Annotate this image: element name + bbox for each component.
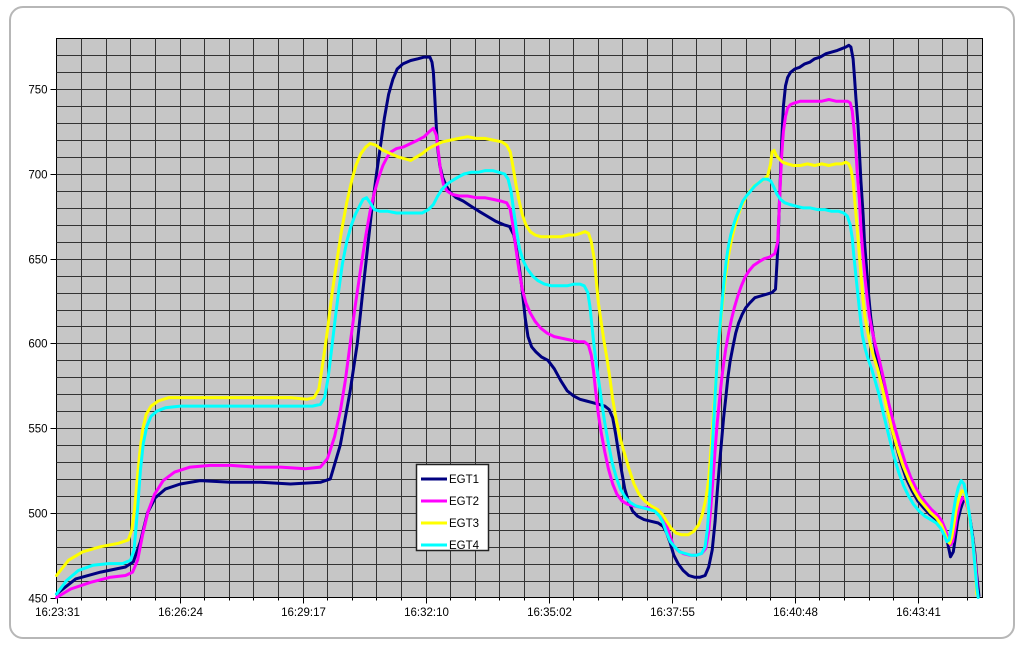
x-tick-label: 16:23:31 [35,607,80,619]
x-tick-label: 16:37:55 [650,607,695,619]
y-tick-label: 750 [28,85,47,97]
series-line-egt2[interactable] [55,98,979,599]
y-tick-label: 700 [28,170,47,182]
x-axis [57,597,968,604]
series-line-egt3[interactable] [55,135,979,596]
legend-egt1-label[interactable]: EGT1 [449,474,479,486]
legend-egt3-label[interactable]: EGT3 [449,518,479,530]
y-tick-label: 500 [28,509,47,521]
plot-area[interactable] [56,38,983,598]
y-tick-label: 650 [28,255,47,267]
series-line-egt4[interactable] [55,169,980,599]
y-tick-label: 600 [28,339,47,351]
x-tick-label: 16:32:10 [404,607,449,619]
x-tick-label: 16:43:41 [896,607,941,619]
legend[interactable]: EGT1 EGT2 EGT3 EGT4 [415,463,490,553]
legend-egt2-label[interactable]: EGT2 [449,496,479,508]
y-tick-label: 450 [28,594,47,606]
legend-egt4-label[interactable]: EGT4 [449,540,480,552]
y-axis [50,89,57,599]
x-tick-label: 16:40:48 [773,607,818,619]
x-tick-label: 16:35:02 [527,607,572,619]
x-tick-label: 16:26:24 [158,607,203,619]
x-tick-label: 16:29:17 [281,607,326,619]
gridlines [56,38,983,598]
y-tick-label: 550 [28,424,47,436]
